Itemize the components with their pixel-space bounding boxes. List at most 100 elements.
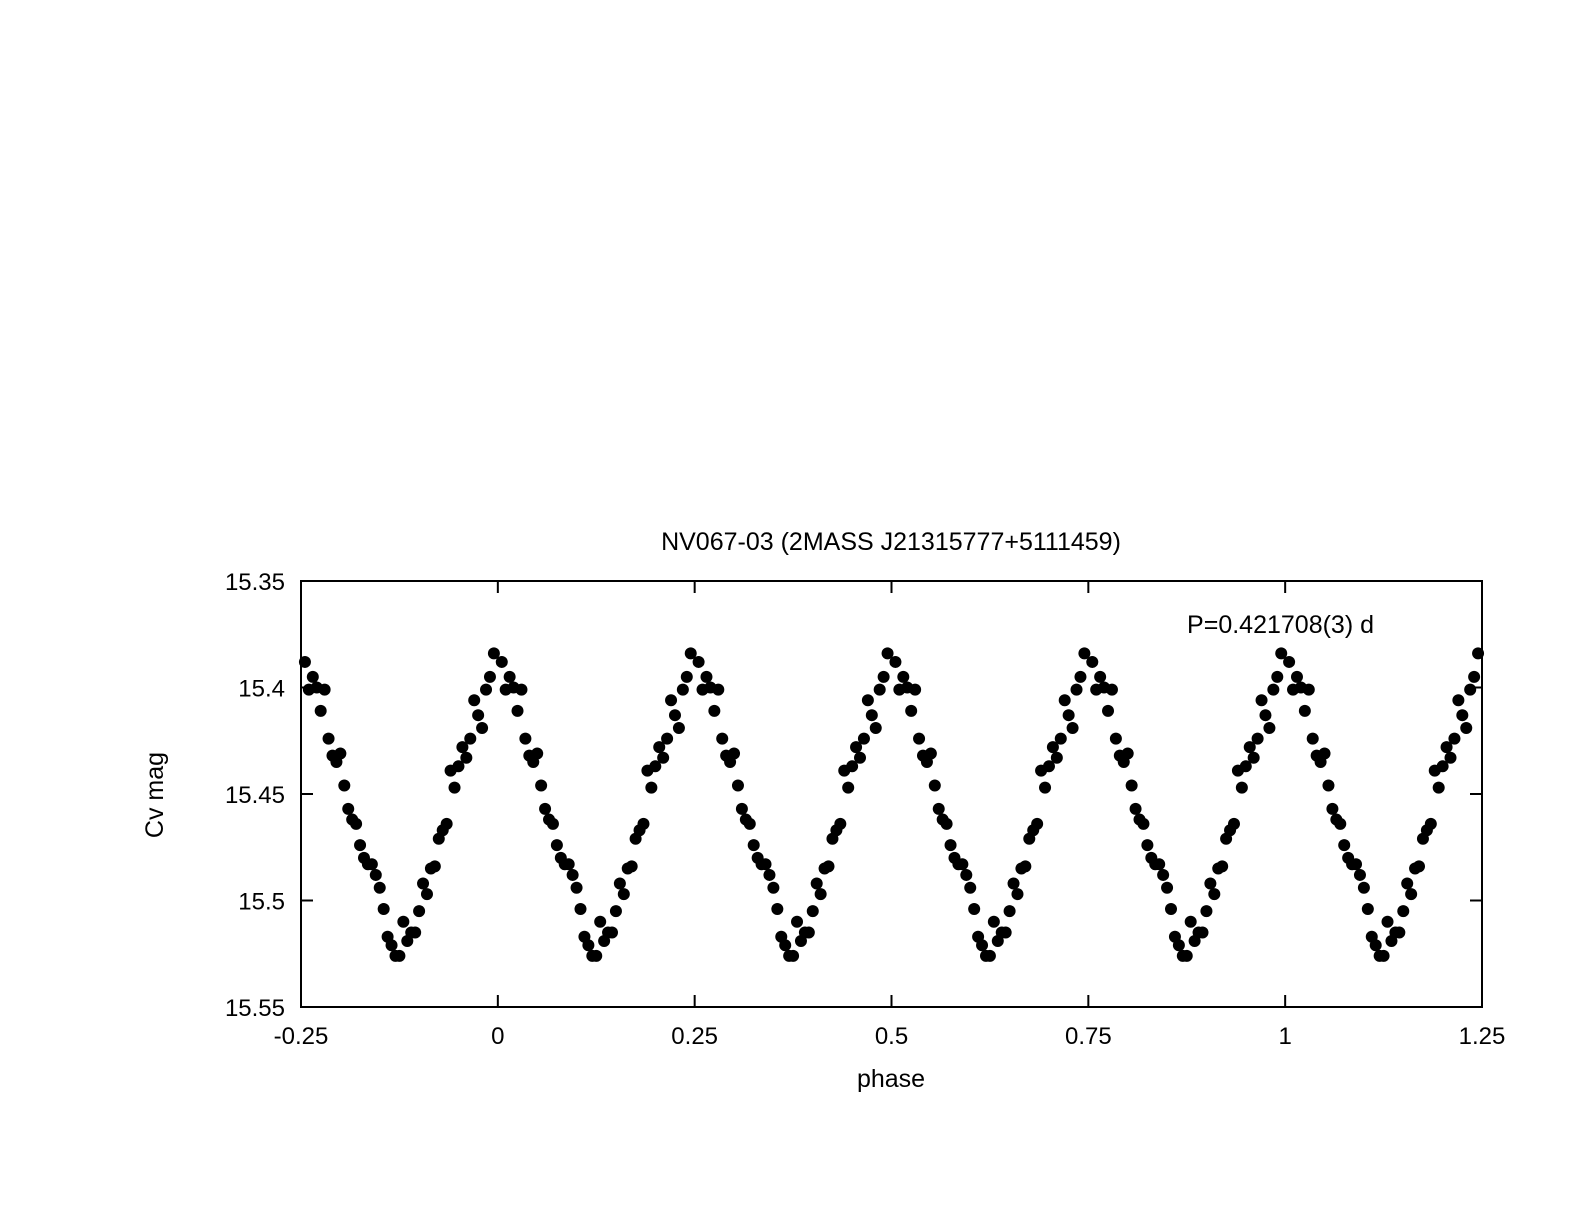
- data-point: [787, 949, 800, 962]
- data-point: [452, 760, 465, 773]
- data-point: [318, 683, 331, 696]
- data-point: [1377, 949, 1390, 962]
- data-point: [495, 655, 508, 668]
- data-point: [1318, 747, 1331, 760]
- data-point: [613, 877, 626, 890]
- data-point: [1216, 860, 1229, 873]
- data-point: [1452, 694, 1465, 707]
- data-point: [661, 732, 674, 745]
- data-point: [1129, 802, 1142, 815]
- chart-title: NV067-03 (2MASS J21315777+5111459): [661, 528, 1121, 556]
- data-point: [1357, 881, 1370, 894]
- data-point: [1436, 760, 1449, 773]
- data-point: [676, 683, 689, 696]
- data-point: [393, 949, 406, 962]
- data-point: [940, 817, 953, 830]
- data-point: [649, 760, 662, 773]
- data-point: [338, 779, 351, 792]
- data-point: [743, 817, 756, 830]
- data-point: [1255, 694, 1268, 707]
- x-tick-label: 0: [491, 1023, 504, 1050]
- data-point: [1086, 655, 1099, 668]
- data-point: [1125, 779, 1138, 792]
- data-point: [983, 949, 996, 962]
- data-point: [692, 655, 705, 668]
- data-point: [1094, 670, 1107, 683]
- data-point: [1054, 732, 1067, 745]
- data-point: [385, 939, 398, 952]
- data-point: [1058, 694, 1071, 707]
- data-point: [420, 888, 433, 901]
- x-tick-label: 0.5: [875, 1023, 908, 1050]
- data-point: [369, 868, 382, 881]
- data-point: [1464, 683, 1477, 696]
- data-point: [877, 670, 890, 683]
- data-point: [924, 747, 937, 760]
- data-point: [637, 817, 650, 830]
- data-point: [913, 732, 926, 745]
- data-point: [1271, 670, 1284, 683]
- data-point: [1440, 741, 1453, 754]
- data-point: [1019, 860, 1032, 873]
- y-axis: 15.35 15.4 15.45 15.5 15.55: [225, 569, 1482, 1022]
- data-point: [625, 860, 638, 873]
- data-point: [668, 709, 681, 722]
- x-tick-label: 1: [1278, 1023, 1291, 1050]
- data-point: [881, 647, 894, 660]
- data-point: [1235, 781, 1248, 794]
- data-point: [1243, 741, 1256, 754]
- data-point: [1208, 888, 1221, 901]
- data-point: [987, 915, 1000, 928]
- data-point: [1137, 817, 1150, 830]
- data-point: [350, 817, 363, 830]
- data-point: [483, 670, 496, 683]
- period-annotation: P=0.421708(3) d: [1187, 611, 1374, 639]
- data-point: [535, 779, 548, 792]
- data-point: [314, 704, 327, 717]
- data-point: [964, 881, 977, 894]
- data-point: [1066, 721, 1079, 734]
- data-point: [582, 939, 595, 952]
- data-point: [850, 741, 863, 754]
- data-point: [377, 903, 390, 916]
- data-point: [767, 881, 780, 894]
- data-point: [1078, 647, 1091, 660]
- x-tick-label: 0.25: [671, 1023, 718, 1050]
- data-point: [550, 839, 563, 852]
- plot-frame: [300, 580, 1483, 1008]
- data-point: [1153, 858, 1166, 871]
- data-point: [460, 751, 473, 764]
- data-point: [857, 732, 870, 745]
- data-point: [468, 694, 481, 707]
- data-point: [889, 655, 902, 668]
- data-point: [1141, 839, 1154, 852]
- data-point: [480, 683, 493, 696]
- data-point: [322, 732, 335, 745]
- data-point: [1239, 760, 1252, 773]
- data-point: [456, 741, 469, 754]
- data-point: [306, 670, 319, 683]
- data-point: [759, 858, 772, 871]
- data-point: [810, 877, 823, 890]
- data-point: [1413, 860, 1426, 873]
- data-point: [1472, 647, 1485, 660]
- data-point: [905, 704, 918, 717]
- data-point: [1456, 709, 1469, 722]
- data-point: [822, 860, 835, 873]
- data-point: [1306, 732, 1319, 745]
- data-point: [594, 915, 607, 928]
- data-point: [365, 858, 378, 871]
- data-point: [1062, 709, 1075, 722]
- data-point: [1259, 709, 1272, 722]
- data-point: [1381, 915, 1394, 928]
- data-point: [728, 747, 741, 760]
- data-point: [1102, 704, 1115, 717]
- data-point: [865, 709, 878, 722]
- data-point: [1290, 670, 1303, 683]
- data-point: [1200, 905, 1213, 918]
- data-point: [1468, 670, 1481, 683]
- data-point: [1109, 732, 1122, 745]
- data-point: [413, 905, 426, 918]
- data-point: [1397, 905, 1410, 918]
- data-point: [1196, 926, 1209, 939]
